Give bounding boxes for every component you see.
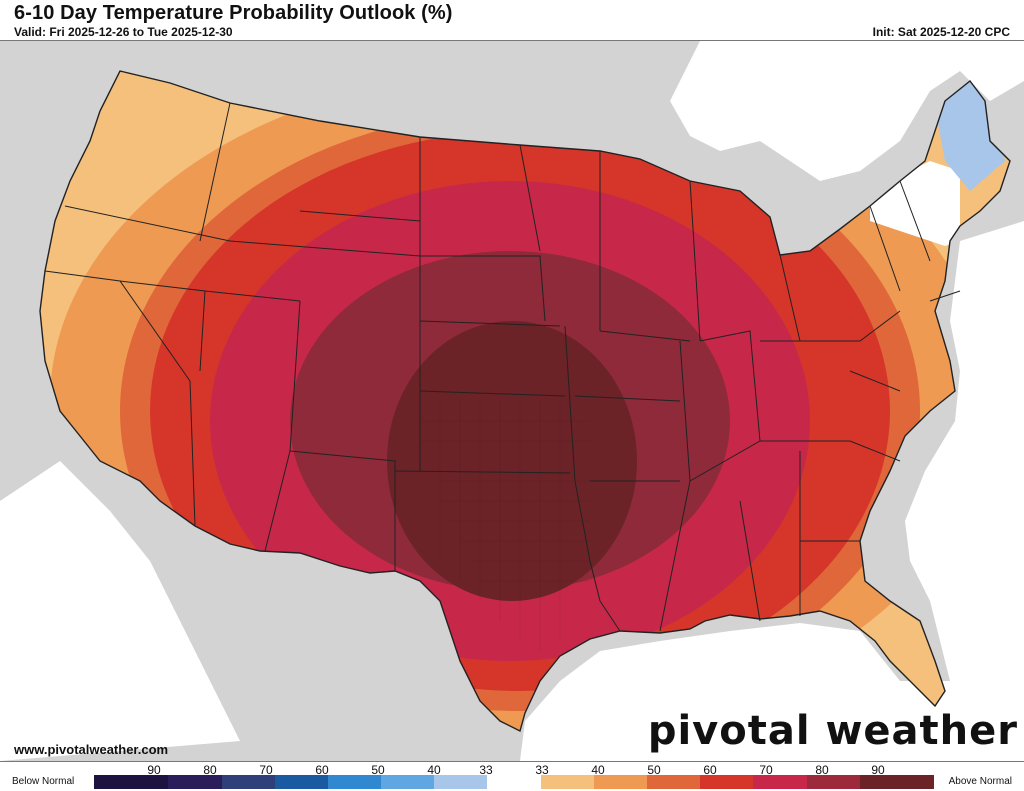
- legend-swatch: [700, 775, 754, 789]
- legend-tick: 40: [591, 763, 605, 777]
- legend-tick: 50: [371, 763, 385, 777]
- legend-swatch: [593, 775, 647, 789]
- legend-tick: 70: [759, 763, 773, 777]
- legend-tick: 33: [535, 763, 549, 777]
- atlantic-ocean: [905, 221, 1024, 681]
- legend-swatch: [646, 775, 701, 789]
- header: 6-10 Day Temperature Probability Outlook…: [0, 0, 1024, 40]
- legend-tick: 33: [479, 763, 493, 777]
- color-legend: 90 80 70 60 50 40 33 33 40 50 60 70 80 9…: [0, 763, 1024, 791]
- legend-swatch: [274, 775, 328, 789]
- map-panel[interactable]: [0, 40, 1024, 762]
- valid-period: Valid: Fri 2025-12-26 to Tue 2025-12-30: [14, 25, 233, 39]
- state-borders: [39, 70, 1011, 733]
- legend-tick: 80: [203, 763, 217, 777]
- legend-swatch: [327, 775, 382, 789]
- legend-swatch: [94, 775, 169, 789]
- legend-swatch: [168, 775, 222, 789]
- northern-water: [670, 41, 1024, 181]
- legend-tick: 40: [427, 763, 441, 777]
- website-url[interactable]: www.pivotalweather.com: [14, 742, 169, 757]
- legend-swatch: [434, 775, 488, 789]
- legend-tick: 60: [315, 763, 329, 777]
- legend-color-bar: [94, 775, 935, 789]
- legend-swatch: [859, 775, 935, 789]
- legend-above-normal-label: Above Normal: [948, 776, 1012, 787]
- brand-logo: pivotal weather: [647, 708, 1018, 754]
- legend-below-normal-label: Below Normal: [12, 776, 75, 787]
- page-title: 6-10 Day Temperature Probability Outlook…: [14, 2, 453, 24]
- legend-tick: 90: [871, 763, 885, 777]
- legend-tick: 70: [259, 763, 273, 777]
- legend-tick: 80: [815, 763, 829, 777]
- legend-swatch: [381, 775, 435, 789]
- pacific-ocean: [0, 461, 240, 761]
- county-lines: [420, 401, 590, 651]
- outlook-map[interactable]: [0, 41, 1024, 761]
- init-time: Init: Sat 2025-12-20 CPC: [872, 25, 1010, 39]
- legend-swatch: [540, 775, 594, 789]
- legend-swatch: [753, 775, 807, 789]
- legend-swatch: [221, 775, 275, 789]
- legend-swatch: [806, 775, 860, 789]
- legend-swatch: [487, 775, 541, 789]
- legend-tick: 90: [147, 763, 161, 777]
- legend-tick: 60: [703, 763, 717, 777]
- gulf-of-mexico: [520, 623, 1024, 761]
- legend-ticks: 90 80 70 60 50 40 33 33 40 50 60 70 80 9…: [94, 763, 934, 777]
- legend-tick: 50: [647, 763, 661, 777]
- zone-above-90: [387, 321, 637, 601]
